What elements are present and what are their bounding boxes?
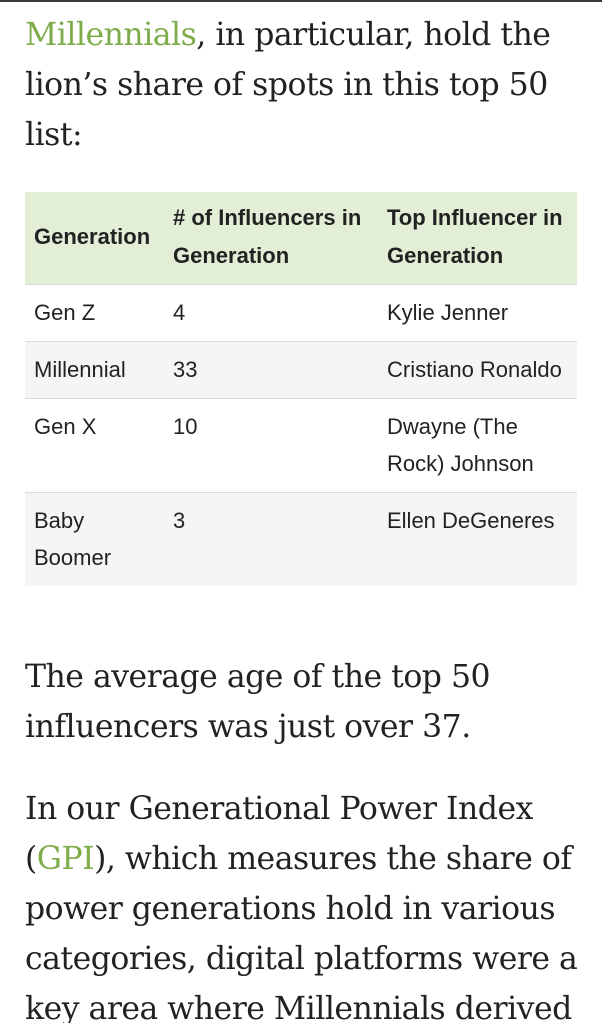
- average-age-paragraph: The average age of the top 50 influencer…: [25, 659, 491, 745]
- intro-text: , in particular, hold the lion’s share o…: [25, 17, 551, 153]
- cell-generation: Gen X: [25, 398, 164, 493]
- generation-table: Generation # of Influencers in Generatio…: [25, 192, 577, 586]
- table-row: Baby Boomer 3 Ellen DeGeneres: [25, 492, 577, 586]
- cell-top-influencer: Ellen DeGeneres: [378, 492, 577, 586]
- header-influencer-count: # of Influencers in Generation: [173, 205, 362, 268]
- table-header-row: Generation # of Influencers in Generatio…: [25, 192, 577, 285]
- cell-top-influencer: Cristiano Ronaldo: [378, 341, 577, 399]
- cell-count: 4: [164, 284, 378, 342]
- cell-top-influencer: Dwayne (The Rock) Johnson: [378, 398, 577, 493]
- millennials-link[interactable]: Millennials: [25, 17, 197, 53]
- cell-count: 10: [164, 398, 378, 493]
- intro-paragraph: Millennials, in particular, hold the lio…: [25, 10, 585, 160]
- gpi-text-before: In our Generational Power Index (: [25, 791, 533, 877]
- header-generation: Generation: [34, 224, 151, 249]
- top-divider: [0, 0, 602, 2]
- header-top-influencer: Top Influencer in Generation: [387, 205, 563, 268]
- gpi-link[interactable]: GPI: [36, 841, 95, 877]
- cell-generation: Gen Z: [25, 284, 164, 342]
- cell-generation: Millennial: [25, 341, 164, 399]
- cell-count: 3: [164, 492, 378, 586]
- table-row: Gen X 10 Dwayne (The Rock) Johnson: [25, 398, 577, 493]
- table-row: Gen Z 4 Kylie Jenner: [25, 284, 577, 342]
- generation-table-wrapper: Generation # of Influencers in Generatio…: [25, 192, 577, 586]
- cell-count: 33: [164, 341, 378, 399]
- gpi-text-after: ), which measures the share of power gen…: [25, 841, 578, 1023]
- cell-generation: Baby Boomer: [25, 492, 164, 586]
- gpi-paragraph: In our Generational Power Index (GPI), w…: [25, 784, 585, 1023]
- cell-top-influencer: Kylie Jenner: [378, 284, 577, 342]
- table-row: Millennial 33 Cristiano Ronaldo: [25, 341, 577, 399]
